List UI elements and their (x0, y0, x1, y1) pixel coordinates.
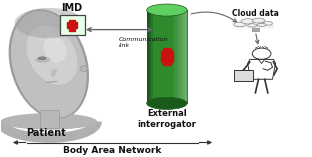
Ellipse shape (252, 48, 271, 59)
Ellipse shape (234, 22, 246, 27)
Polygon shape (52, 70, 56, 76)
Ellipse shape (263, 21, 272, 25)
Ellipse shape (147, 97, 187, 109)
Ellipse shape (248, 24, 257, 27)
Ellipse shape (241, 19, 254, 24)
Bar (149, 10, 151, 103)
Bar (175, 10, 177, 103)
Bar (183, 10, 185, 103)
Ellipse shape (80, 66, 88, 72)
Text: Patient: Patient (26, 128, 66, 138)
Ellipse shape (38, 57, 46, 60)
Polygon shape (248, 59, 275, 79)
Bar (147, 10, 187, 103)
Polygon shape (163, 49, 171, 65)
Polygon shape (67, 22, 77, 28)
Bar (173, 10, 175, 103)
Polygon shape (161, 51, 173, 62)
Ellipse shape (1, 113, 97, 130)
Bar (179, 10, 181, 103)
FancyBboxPatch shape (234, 70, 253, 81)
Ellipse shape (257, 23, 266, 26)
Bar (147, 10, 149, 103)
Ellipse shape (10, 10, 87, 118)
Bar (185, 10, 187, 103)
Text: Cloud data: Cloud data (232, 9, 279, 18)
Ellipse shape (35, 57, 50, 63)
Ellipse shape (27, 26, 77, 85)
Ellipse shape (147, 4, 187, 16)
Bar (151, 10, 153, 103)
Bar (40, 110, 59, 128)
Text: IMD: IMD (61, 3, 83, 13)
Ellipse shape (252, 18, 265, 23)
Text: Communication
link: Communication link (119, 37, 168, 48)
Bar (177, 10, 179, 103)
Ellipse shape (15, 8, 83, 38)
Polygon shape (69, 20, 75, 30)
Ellipse shape (9, 9, 89, 119)
Bar (181, 10, 183, 103)
Text: External
interrogator: External interrogator (137, 109, 196, 130)
Bar (234, 24, 274, 28)
Text: Body Area Network: Body Area Network (63, 146, 162, 155)
Ellipse shape (44, 36, 66, 63)
Bar (252, 28, 259, 31)
FancyBboxPatch shape (60, 15, 85, 35)
